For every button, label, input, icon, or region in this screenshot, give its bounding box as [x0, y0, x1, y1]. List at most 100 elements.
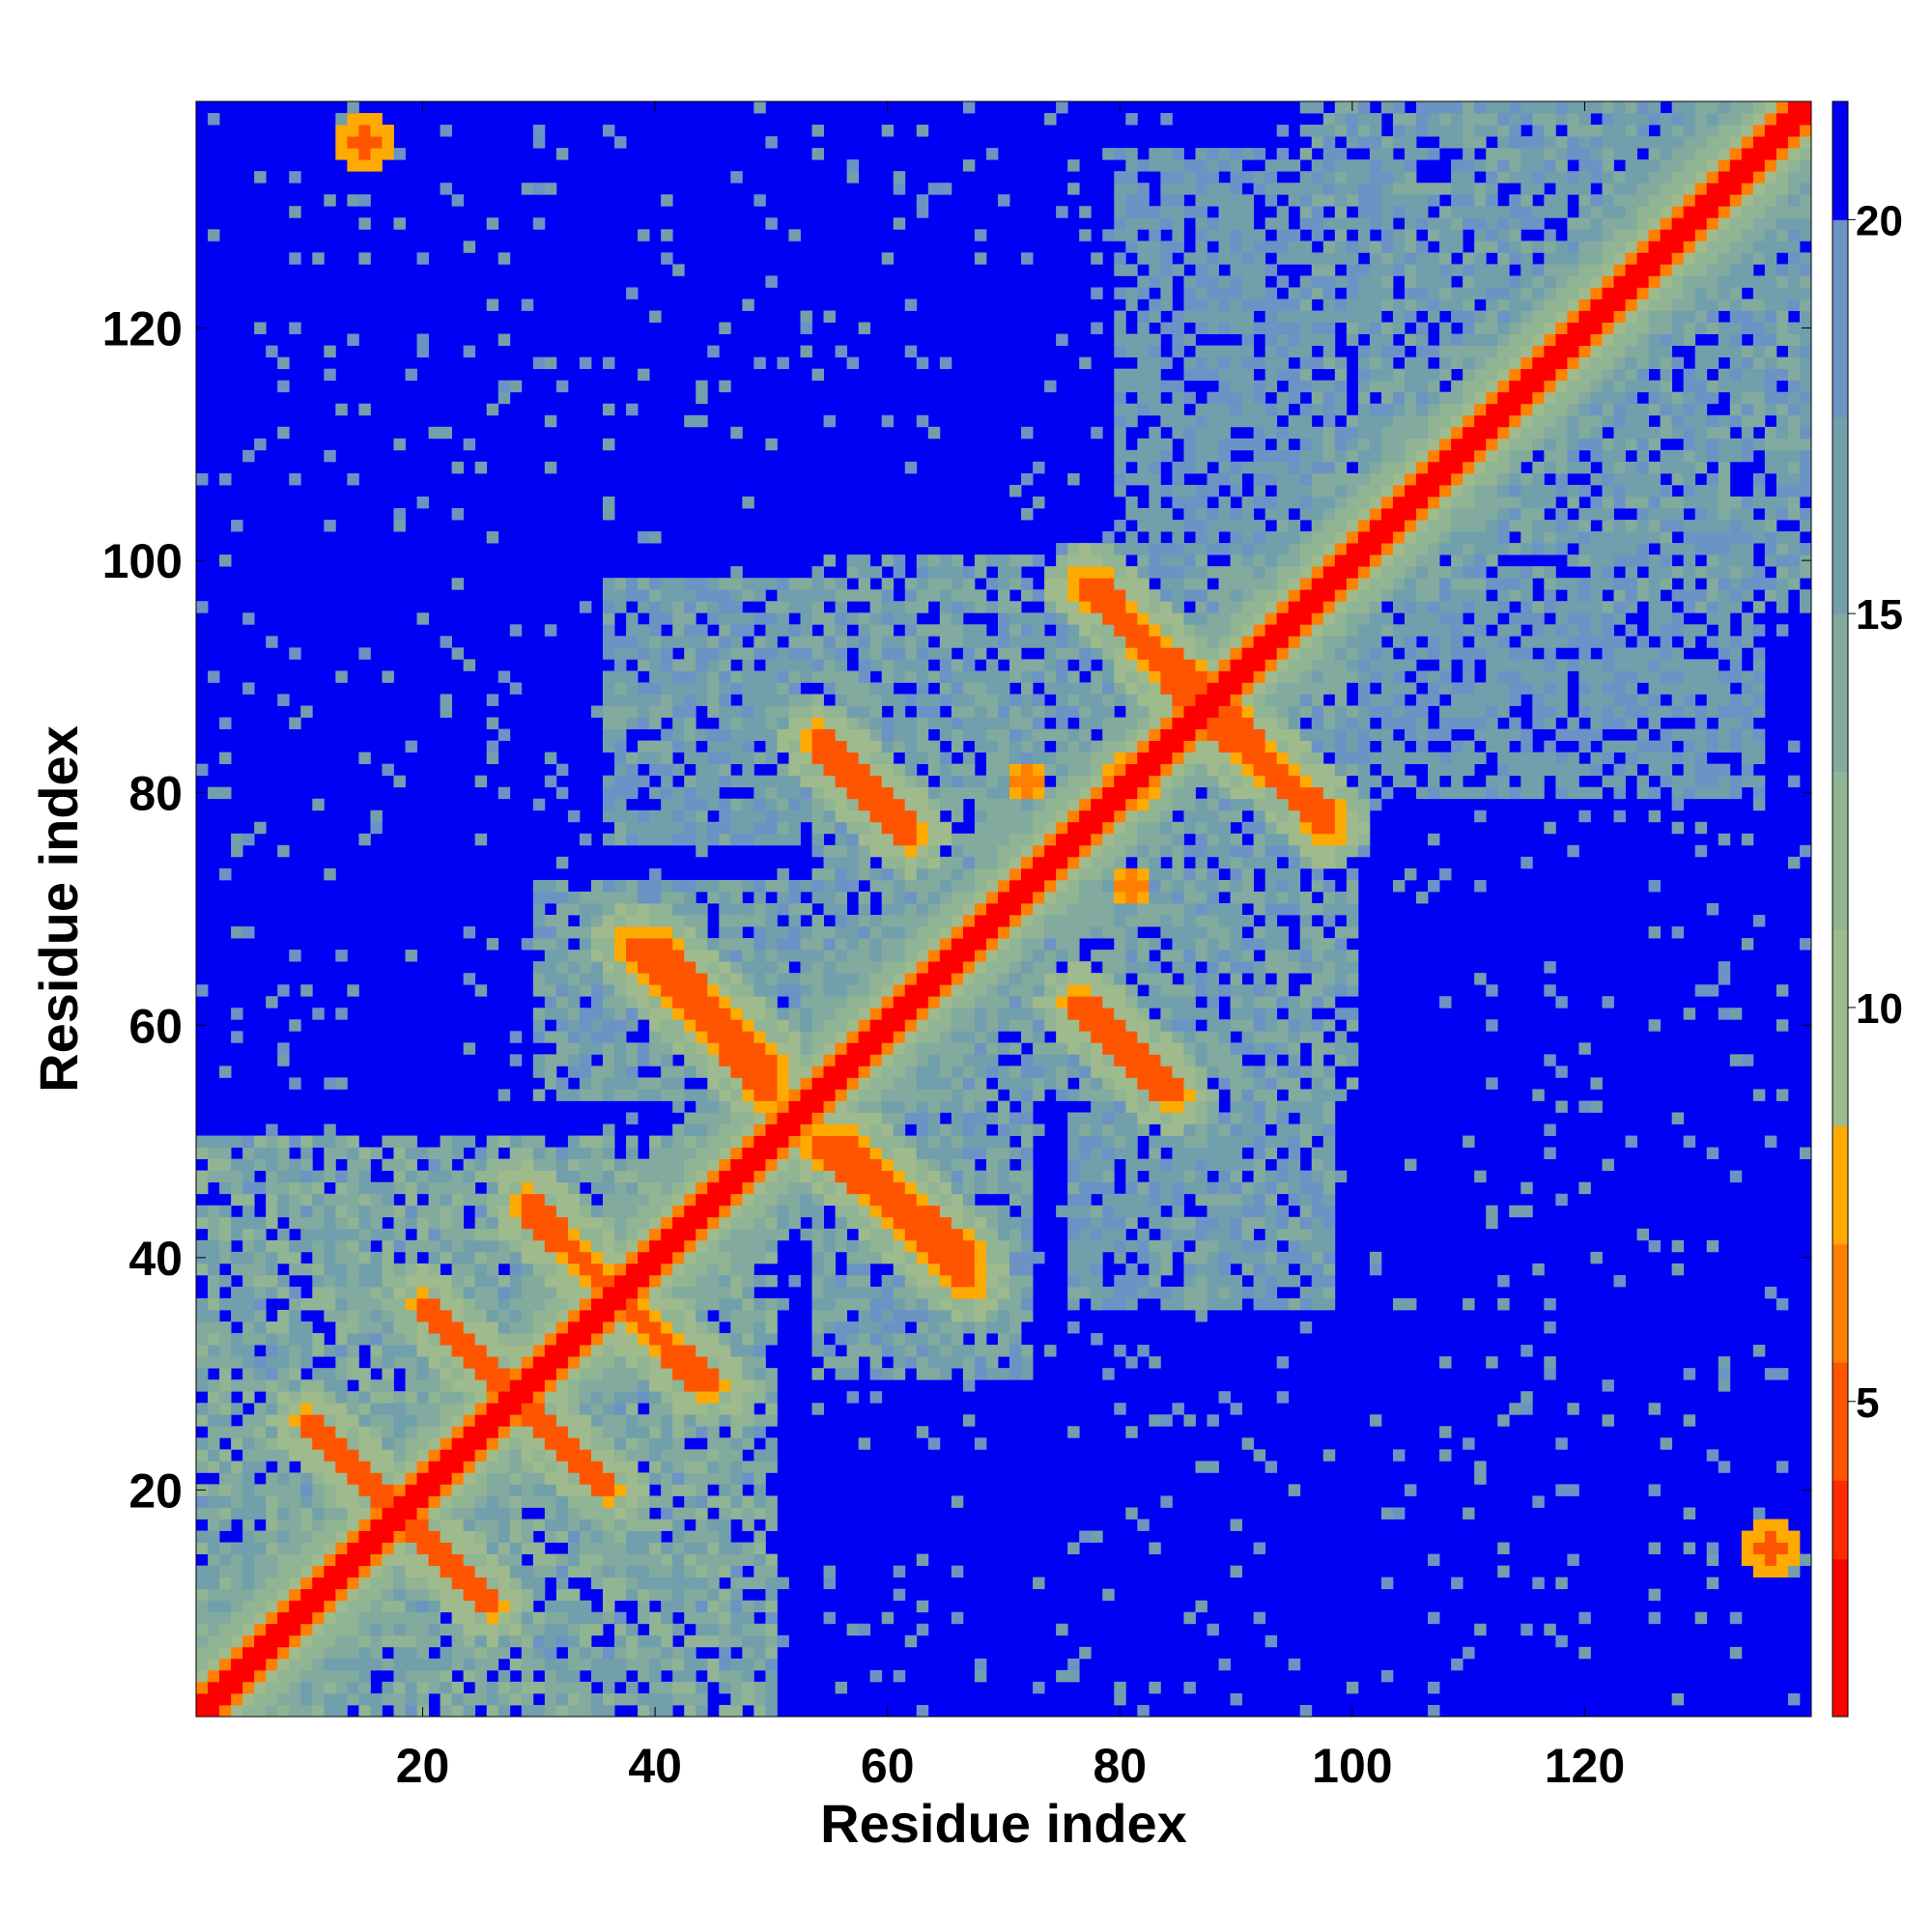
heatmap-cell	[254, 1634, 267, 1648]
heatmap-cell	[289, 1077, 301, 1090]
heatmap-cell	[927, 902, 941, 916]
heatmap-cell	[626, 1216, 639, 1230]
heatmap-cell	[962, 902, 976, 916]
heatmap-cell	[242, 833, 255, 846]
heatmap-cell	[451, 1426, 465, 1438]
heatmap-cell	[335, 1345, 348, 1357]
heatmap-cell	[347, 1484, 359, 1496]
heatmap-cell	[208, 1274, 220, 1288]
heatmap-cell	[869, 1669, 883, 1683]
heatmap-cell	[985, 1309, 999, 1322]
heatmap-cell	[962, 1356, 976, 1369]
heatmap-cell	[823, 670, 836, 683]
heatmap-cell	[567, 1414, 581, 1427]
heatmap-cell	[358, 1297, 371, 1311]
heatmap-cell	[347, 1368, 359, 1380]
heatmap-cell	[509, 1228, 523, 1241]
heatmap-cell	[649, 1297, 662, 1311]
heatmap-cell	[312, 252, 325, 265]
heatmap-cell	[742, 1019, 754, 1032]
heatmap-cell	[555, 1414, 569, 1427]
heatmap-cell	[823, 926, 836, 939]
heatmap-cell	[985, 1112, 999, 1124]
heatmap-cell	[730, 996, 743, 1009]
heatmap-cell	[1079, 752, 1092, 765]
heatmap-cell	[358, 1274, 371, 1288]
heatmap-cell	[1056, 1019, 1068, 1032]
heatmap-cell	[985, 1345, 999, 1357]
heatmap-cell	[196, 1542, 209, 1554]
heatmap-cell	[242, 1692, 255, 1706]
heatmap-cell	[765, 1205, 778, 1218]
heatmap-cell	[509, 1426, 523, 1438]
heatmap-cell	[509, 1692, 523, 1706]
heatmap-cell	[742, 1286, 754, 1299]
heatmap-cell	[858, 996, 871, 1009]
heatmap-cell	[1009, 1345, 1022, 1357]
heatmap-cell	[555, 1426, 569, 1438]
heatmap-cell	[858, 636, 871, 648]
heatmap-cell	[823, 647, 836, 660]
heatmap-cell	[497, 1216, 511, 1230]
heatmap-cell	[451, 1321, 465, 1334]
heatmap-cell	[219, 472, 232, 486]
heatmap-cell	[696, 589, 708, 602]
heatmap-cell	[881, 926, 895, 939]
heatmap-cell	[927, 1089, 941, 1101]
heatmap-cell	[939, 612, 952, 625]
heatmap-cell	[486, 1658, 499, 1671]
heatmap-cell	[532, 1065, 546, 1078]
heatmap-cell	[196, 1147, 209, 1160]
heatmap-cell	[603, 636, 615, 648]
heatmap-cell	[242, 1309, 255, 1322]
heatmap-cell	[788, 1170, 801, 1183]
heatmap-cell	[626, 1542, 639, 1554]
heatmap-cell	[544, 1158, 557, 1172]
heatmap-cell	[858, 1345, 871, 1357]
heatmap-cell	[753, 1297, 766, 1311]
heatmap-cell	[1079, 601, 1092, 613]
heatmap-cell	[1091, 833, 1103, 846]
heatmap-cell	[684, 1553, 696, 1567]
heatmap-cell	[603, 902, 615, 916]
heatmap-cell	[696, 659, 708, 671]
heatmap-cell	[463, 1170, 476, 1183]
heatmap-cell	[951, 670, 964, 683]
heatmap-cell	[1044, 728, 1057, 741]
heatmap-cell	[1021, 1065, 1034, 1078]
heatmap-cell	[626, 1565, 639, 1578]
heatmap-cell	[835, 1239, 848, 1253]
heatmap-cell	[405, 1205, 417, 1218]
heatmap-cell	[765, 1008, 778, 1020]
heatmap-cell	[590, 1205, 604, 1218]
heatmap-cell	[974, 915, 987, 927]
heatmap-cell	[974, 1437, 987, 1450]
heatmap-cell	[579, 1507, 592, 1520]
heatmap-cell	[846, 1158, 860, 1172]
heatmap-cell	[916, 1297, 929, 1311]
heatmap-cell	[985, 659, 999, 671]
heatmap-cell	[649, 1089, 662, 1101]
heatmap-cell	[1067, 1286, 1080, 1299]
heatmap-cell	[614, 1356, 627, 1369]
heatmap-cell	[1021, 833, 1034, 846]
heatmap-cell	[997, 1181, 1010, 1195]
heatmap-cell	[869, 647, 883, 660]
heatmap-cell	[614, 1170, 627, 1183]
heatmap-cell	[486, 1542, 499, 1554]
heatmap-cell	[463, 1379, 476, 1392]
heatmap-cell	[324, 1588, 336, 1602]
heatmap-cell	[811, 589, 824, 602]
heatmap-cell	[811, 1181, 824, 1195]
heatmap-cell	[440, 1147, 453, 1160]
heatmap-cell	[974, 252, 987, 265]
heatmap-cell	[405, 1158, 417, 1172]
heatmap-cell	[962, 647, 976, 660]
heatmap-cell	[1079, 810, 1092, 823]
heatmap-cell	[405, 1577, 417, 1590]
heatmap-cell	[567, 1611, 581, 1625]
heatmap-cell	[579, 1646, 592, 1660]
heatmap-cell	[684, 612, 696, 625]
heatmap-cell	[811, 938, 824, 951]
heatmap-cell	[451, 1181, 465, 1195]
